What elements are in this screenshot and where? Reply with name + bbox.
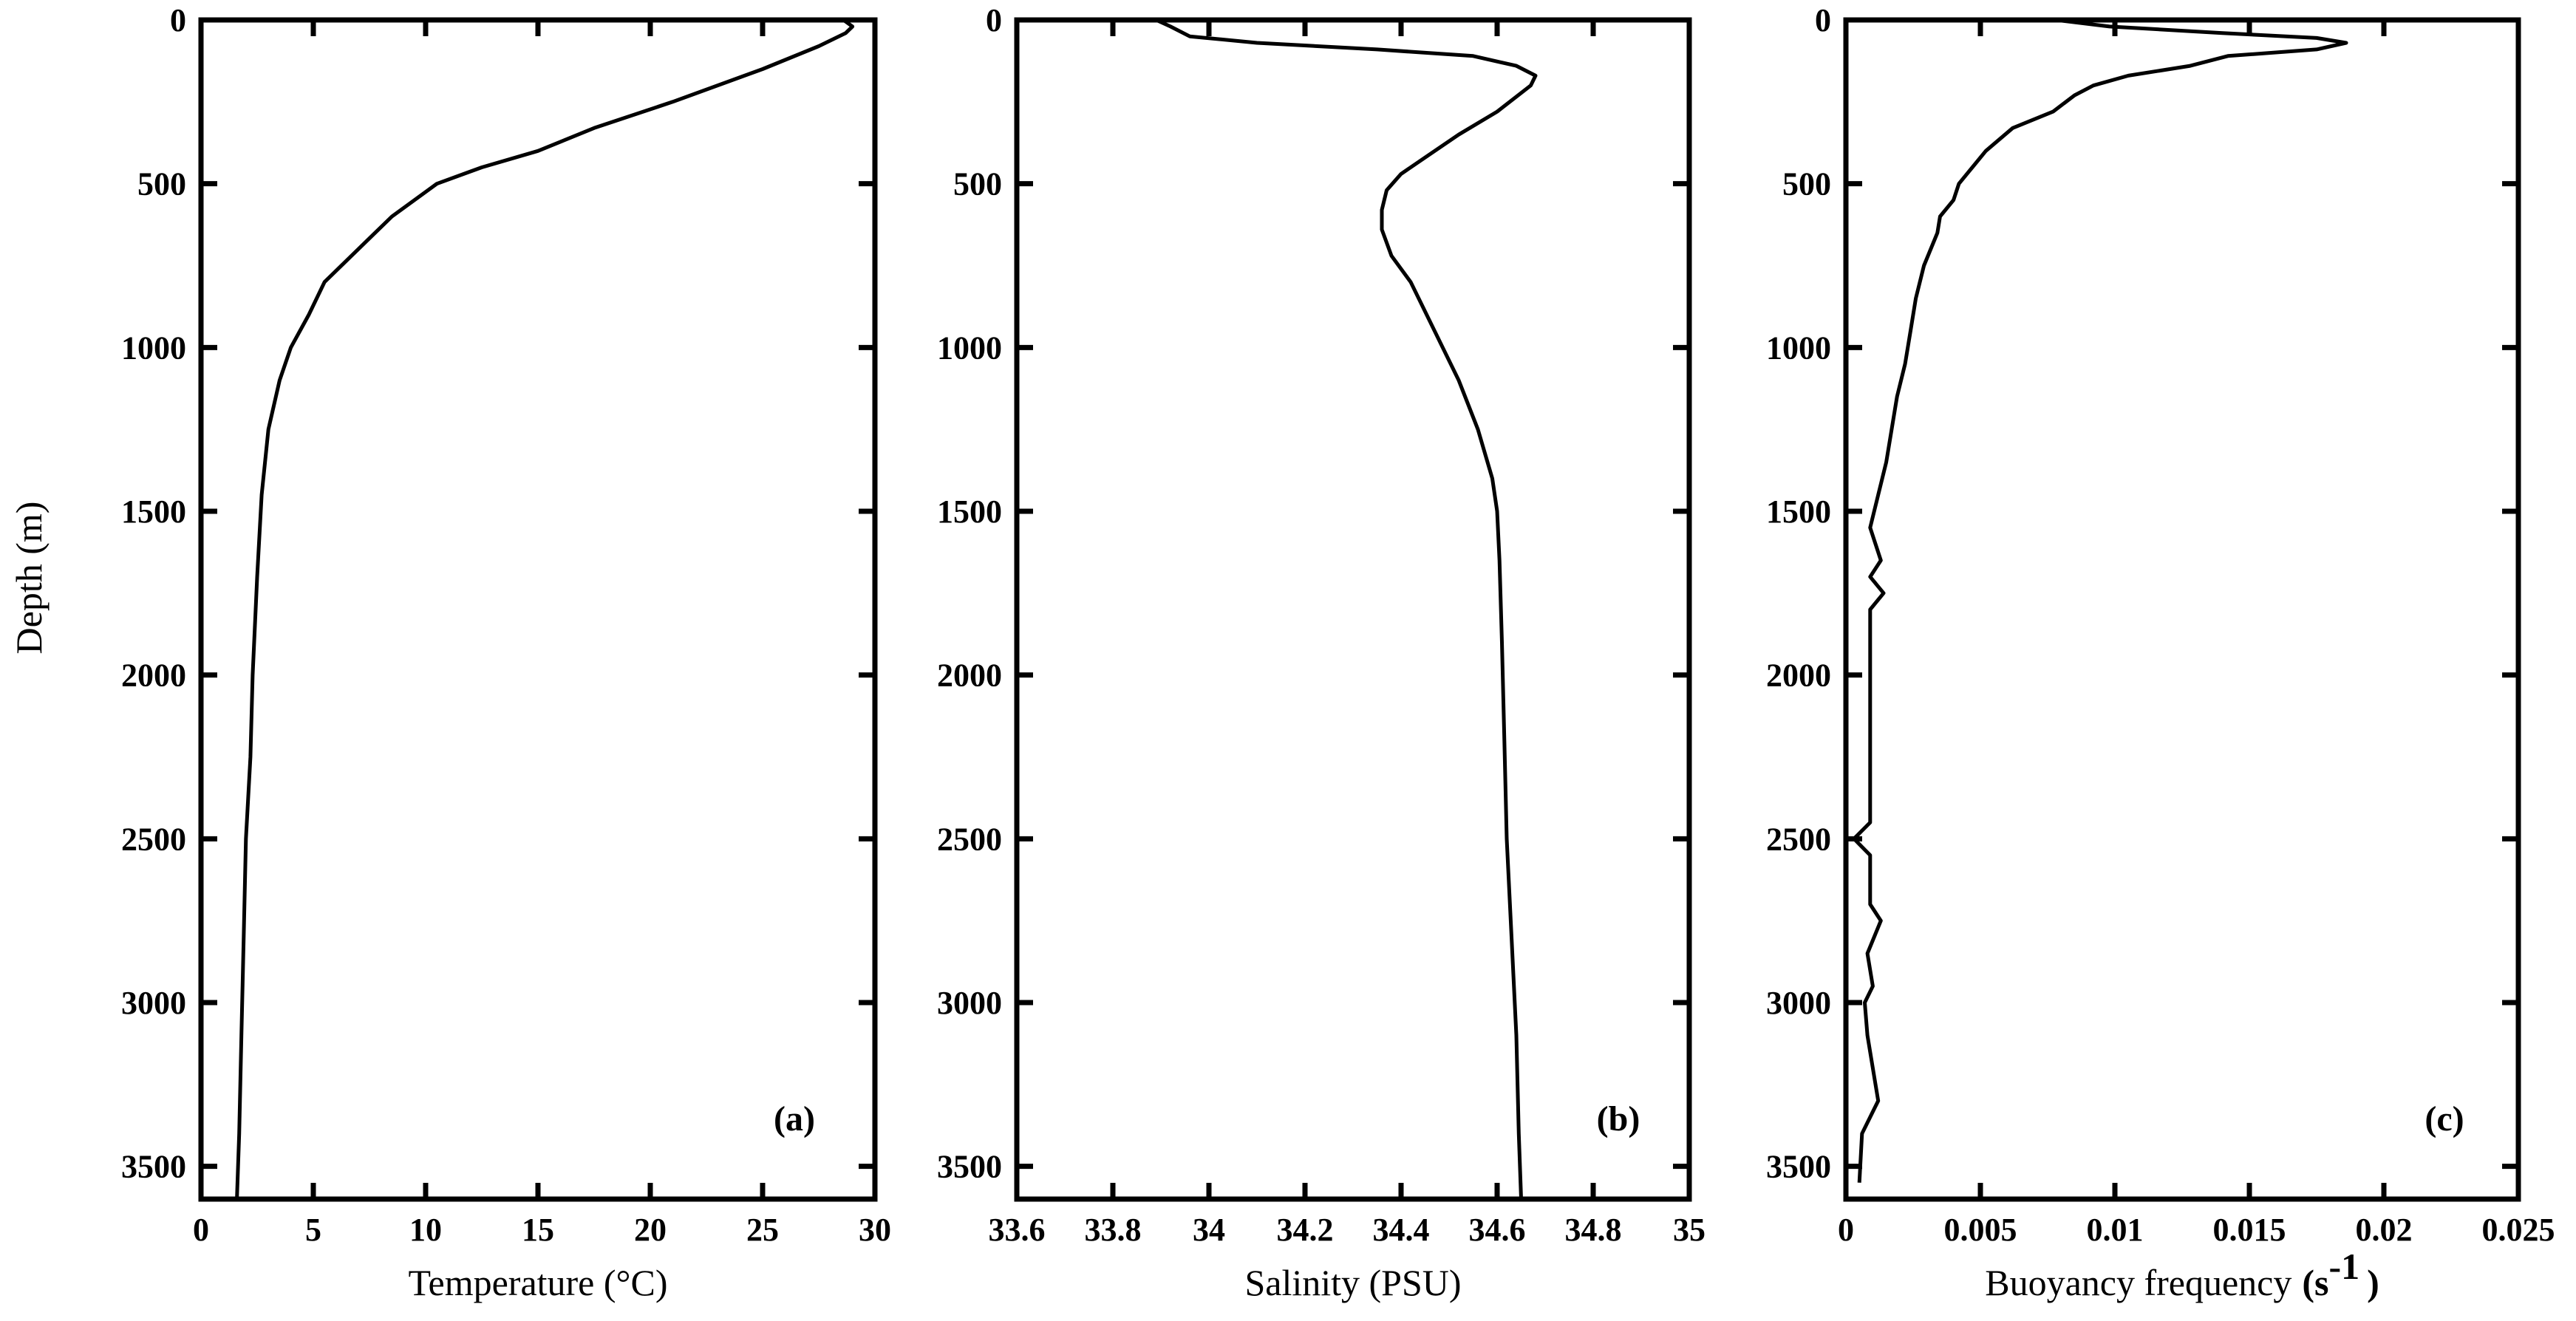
y-tick-label-c-7: 3500 xyxy=(1766,1149,1831,1185)
x-tick-label-c-1: 0.005 xyxy=(1944,1212,2017,1248)
x-tick-label-a-5: 25 xyxy=(746,1212,779,1248)
y-tick-label-b-7: 3500 xyxy=(937,1149,1002,1185)
series-line-b-0 xyxy=(1155,18,1538,1200)
x-tick-label-c-0: 0 xyxy=(1838,1212,1854,1248)
x-tick-label-b-6: 34.8 xyxy=(1565,1212,1622,1248)
panel-b: 0 500 1000 1500 2000 2500 3000 3500 33.6 33.8 34 34… xyxy=(937,2,1706,1303)
x-tick-label-b-0: 33.6 xyxy=(989,1212,1046,1248)
y-tick-label-b-4: 2000 xyxy=(937,658,1002,694)
x-tick-label-a-0: 0 xyxy=(193,1212,209,1248)
x-tick-label-c-2: 0.01 xyxy=(2087,1212,2144,1248)
y-tick-label-a-2: 1000 xyxy=(121,330,186,366)
y-tick-label-c-0: 0 xyxy=(1815,2,1831,38)
series-line-c-0 xyxy=(1852,18,2348,1183)
x-axis-title-b: Salinity (PSU) xyxy=(1244,1262,1461,1303)
panel-label-b: (b) xyxy=(1597,1099,1640,1139)
y-tick-label-b-1: 500 xyxy=(953,166,1002,202)
x-tick-label-c-5: 0.025 xyxy=(2482,1212,2555,1248)
x-tick-label-b-5: 34.6 xyxy=(1469,1212,1526,1248)
y-tick-label-b-2: 1000 xyxy=(937,330,1002,366)
y-tick-label-a-1: 500 xyxy=(137,166,186,202)
x-tick-label-c-3: 0.015 xyxy=(2213,1212,2286,1248)
x-tick-label-b-1: 33.8 xyxy=(1085,1212,1142,1248)
plot-frame-c xyxy=(1843,17,2521,1202)
y-tick-label-b-6: 3000 xyxy=(937,985,1002,1021)
x-axis-title-a: Temperature (°C) xyxy=(408,1262,667,1303)
x-tick-label-b-7: 35 xyxy=(1673,1212,1706,1248)
y-tick-label-a-4: 2000 xyxy=(121,658,186,694)
y-tick-label-a-5: 2500 xyxy=(121,821,186,857)
x-tick-label-a-3: 15 xyxy=(522,1212,554,1248)
y-tick-label-a-0: 0 xyxy=(170,2,186,38)
x-tick-label-b-4: 34.4 xyxy=(1373,1212,1430,1248)
x-tick-label-b-3: 34.2 xyxy=(1277,1212,1334,1248)
y-tick-label-a-6: 3000 xyxy=(121,985,186,1021)
y-tick-label-b-0: 0 xyxy=(986,2,1002,38)
y-tick-label-b-5: 2500 xyxy=(937,821,1002,857)
y-tick-label-c-3: 1500 xyxy=(1766,494,1831,530)
x-tick-label-a-1: 5 xyxy=(305,1212,321,1248)
x-axis-title-c: Buoyancy frequency (s-1) xyxy=(1985,1246,2379,1303)
y-tick-label-c-1: 500 xyxy=(1782,166,1831,202)
panel-label-c: (c) xyxy=(2425,1099,2464,1139)
y-tick-label-c-5: 2500 xyxy=(1766,821,1831,857)
x-tick-label-c-4: 0.02 xyxy=(2356,1212,2413,1248)
y-tick-label-c-6: 3000 xyxy=(1766,985,1831,1021)
y-axis-title: Depth (m) xyxy=(8,502,50,655)
series-line-a-0 xyxy=(235,18,855,1200)
x-tick-label-a-6: 30 xyxy=(859,1212,891,1248)
x-tick-label-a-4: 20 xyxy=(634,1212,667,1248)
y-tick-label-c-2: 1000 xyxy=(1766,330,1831,366)
x-tick-label-a-2: 10 xyxy=(409,1212,442,1248)
y-tick-label-a-7: 3500 xyxy=(121,1149,186,1185)
panel-label-a: (a) xyxy=(774,1099,815,1139)
y-tick-label-c-4: 2000 xyxy=(1766,658,1831,694)
plot-frame-a xyxy=(198,17,878,1202)
x-tick-label-b-2: 34 xyxy=(1193,1212,1225,1248)
plot-frame-b xyxy=(1014,17,1692,1202)
y-tick-label-b-3: 1500 xyxy=(937,494,1002,530)
y-tick-label-a-3: 1500 xyxy=(121,494,186,530)
